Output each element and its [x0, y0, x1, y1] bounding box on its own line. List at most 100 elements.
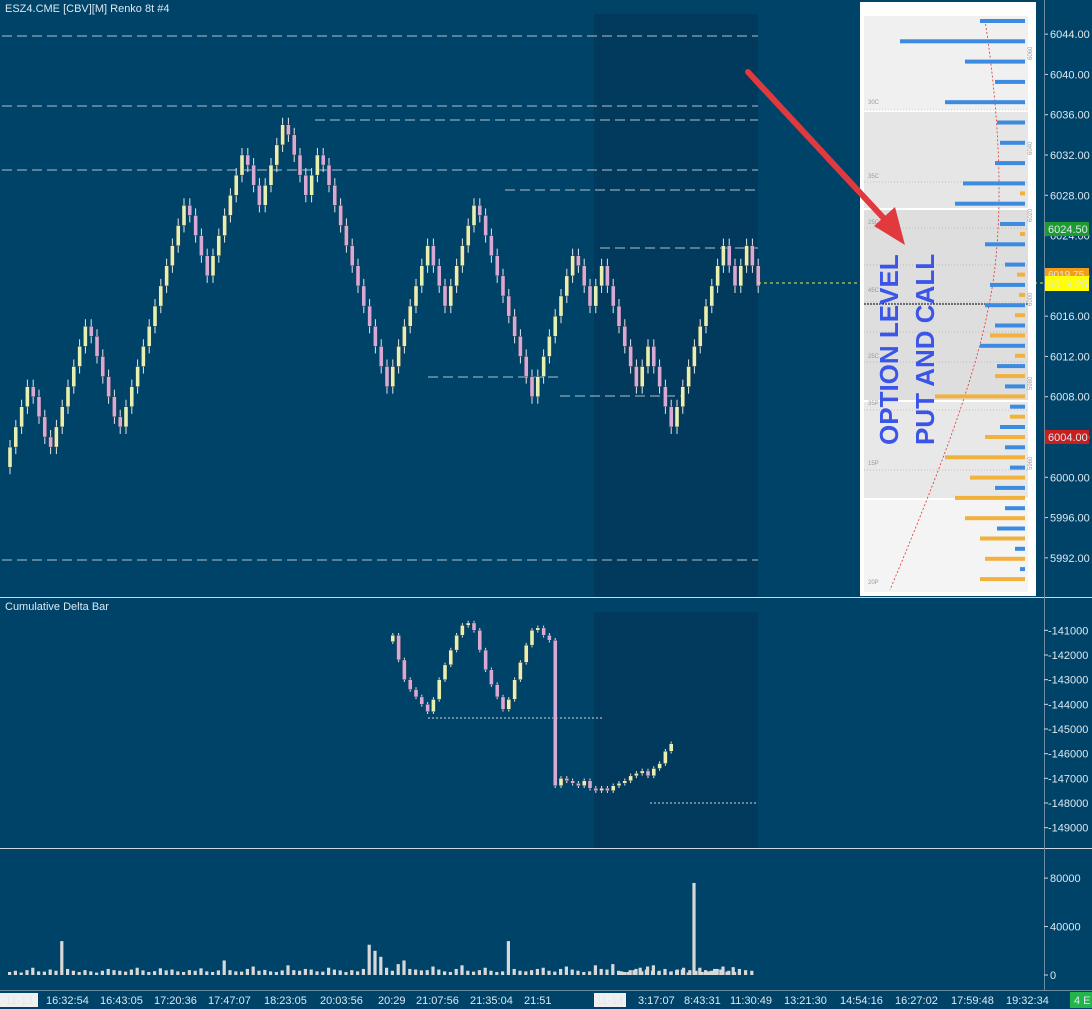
price-candle-body	[71, 366, 77, 387]
volume-bar	[559, 968, 563, 975]
price-candle	[384, 359, 390, 394]
volume-bar	[622, 971, 626, 975]
price-candle	[622, 319, 627, 354]
option-put-bar	[970, 475, 1025, 480]
price-candle	[582, 258, 587, 293]
price-candle	[709, 278, 714, 314]
delta-candle	[390, 633, 395, 644]
price-candle	[727, 238, 732, 273]
option-levels-panel[interactable]: 6060 6040 6020 6000 5980 5960 30C 35C 25C 45C 25C…	[860, 2, 1036, 596]
option-put-bar	[1020, 191, 1025, 196]
volume-bar	[42, 971, 46, 975]
price-candle	[326, 158, 332, 193]
price-candle	[616, 299, 622, 334]
volume-bars	[8, 882, 754, 975]
volume-bar	[706, 971, 710, 975]
price-candle-body	[431, 245, 436, 266]
price-candle	[651, 339, 656, 374]
volume-bar	[570, 969, 574, 975]
price-tick-label: 6036.00	[1050, 110, 1090, 122]
volume-bar	[234, 971, 238, 975]
price-axis[interactable]: 6044.00 6040.00 6036.00 6032.00 6028.00 6024.…	[1044, 29, 1090, 565]
price-candle-body	[60, 406, 65, 428]
volume-bar	[251, 966, 255, 975]
volume-axis[interactable]: 80000 40000 0	[1044, 873, 1081, 982]
delta-candle-body	[489, 669, 494, 685]
volume-bar	[725, 971, 729, 975]
volume-bar	[644, 969, 648, 975]
volume-bar	[77, 971, 81, 975]
volume-bar	[663, 968, 667, 975]
delta-candle	[553, 637, 558, 788]
price-candle-body	[611, 285, 616, 307]
option-call-bar	[985, 242, 1025, 247]
volume-bar	[164, 970, 168, 975]
volume-bar	[620, 971, 624, 975]
delta-candle	[419, 694, 424, 707]
price-candle	[686, 359, 691, 394]
option-call-bar	[1000, 425, 1025, 429]
delta-tick-label: -147000	[1048, 773, 1088, 785]
price-candle-body	[698, 326, 703, 347]
price-candle-body	[750, 245, 755, 266]
price-candle-body	[274, 144, 279, 166]
volume-bar	[205, 971, 209, 975]
price-candle-body	[547, 336, 552, 357]
price-candle-body	[477, 205, 482, 216]
volume-bar	[448, 971, 452, 975]
delta-candle-body	[634, 773, 639, 777]
delta-candle	[529, 628, 535, 648]
price-candle-body	[216, 235, 222, 256]
volume-bar	[443, 971, 447, 975]
price-candle-body	[309, 174, 314, 196]
price-candle-body	[204, 255, 210, 277]
price-candle-body	[158, 285, 164, 307]
volume-bar	[472, 971, 476, 975]
volume-bar	[390, 970, 394, 975]
price-candle-body	[210, 255, 216, 277]
volume-bar	[147, 971, 151, 975]
price-candle	[611, 278, 616, 314]
time-tick-label: 11:30:49	[730, 995, 772, 1007]
volume-bar	[280, 970, 284, 975]
price-candle-body	[83, 326, 88, 347]
option-call-bar	[945, 100, 1025, 105]
status-badge[interactable]: 4 E	[1074, 995, 1091, 1007]
delta-candle	[622, 778, 627, 786]
option-call-bar	[980, 343, 1025, 348]
volume-bar	[632, 970, 636, 975]
volume-bar	[640, 971, 644, 975]
volume-bar	[657, 971, 661, 975]
delta-candle	[495, 682, 500, 700]
volume-bar	[216, 970, 220, 975]
option-strike-labels: 6060 6040 6020 6000 5980 5960	[1028, 46, 1034, 470]
volume-bar	[350, 970, 354, 975]
volume-bar	[454, 968, 458, 975]
delta-tick-label: -144000	[1048, 699, 1088, 711]
time-tick-label: 20:03:56	[320, 995, 363, 1007]
price-candle-body	[715, 265, 720, 287]
volume-bar	[48, 969, 52, 975]
volume-bar	[477, 970, 481, 975]
delta-axis[interactable]: -141000 -142000 -143000 -144000 -145000 -1460…	[1044, 625, 1088, 835]
price-candle	[634, 359, 639, 394]
price-tick-label: 6028.00	[1050, 190, 1090, 202]
price-candle	[454, 258, 459, 293]
option-band	[864, 500, 1028, 592]
price-candle-body	[419, 265, 424, 287]
price-candle	[216, 228, 222, 263]
option-call-bar	[963, 181, 1025, 186]
annotation-line1: OPTION LEVEL	[874, 254, 904, 445]
price-candle-body	[489, 235, 494, 256]
price-candle-body	[483, 215, 488, 236]
price-candle-body	[674, 406, 680, 428]
option-tag-label: 45C	[868, 288, 880, 294]
price-tick-label: 5996.00	[1050, 513, 1090, 525]
delta-candle	[669, 741, 674, 754]
price-candle	[408, 299, 413, 334]
option-tag-label: 25C	[868, 354, 880, 360]
delta-candle-body	[454, 635, 459, 651]
price-candle	[373, 319, 378, 354]
delta-candle	[628, 773, 633, 784]
time-axis[interactable]: -11-13 16:32:54 16:43:05 17:20:36 17:47:07 18…	[0, 993, 1049, 1007]
